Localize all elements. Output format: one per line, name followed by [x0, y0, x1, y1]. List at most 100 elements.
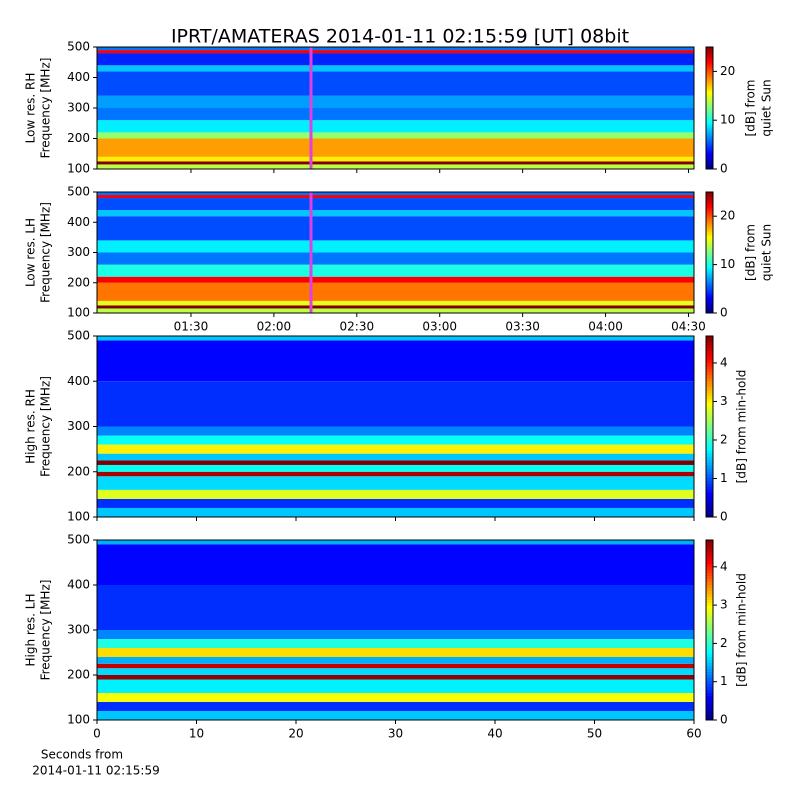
- heat-band: [97, 156, 694, 162]
- colorbar-cell: [706, 564, 713, 568]
- heat-band: [97, 464, 694, 472]
- colorbar-cell: [706, 53, 713, 56]
- colorbar-cell: [706, 85, 713, 89]
- colorbar-cell: [706, 77, 713, 81]
- colorbar-cell: [706, 390, 713, 394]
- colorbar-cell: [706, 134, 713, 137]
- colorbar-cell: [706, 284, 713, 288]
- colorbar-cell: [706, 459, 713, 464]
- colorbar-cell: [706, 690, 713, 694]
- y-tick-label: 500: [67, 533, 90, 547]
- colorbar-cell: [706, 576, 713, 580]
- heat-band: [97, 264, 694, 277]
- colorbar-cell: [706, 75, 713, 78]
- colorbar-cell: [706, 669, 713, 673]
- colorbar-tick-label: 2: [720, 636, 728, 650]
- colorbar-cell: [706, 260, 713, 264]
- colorbar-cell: [706, 363, 713, 367]
- colorbar-cell: [706, 387, 713, 391]
- y-tick-label: 200: [67, 464, 90, 478]
- colorbar-cell: [706, 627, 713, 631]
- colorbar-cell: [706, 678, 713, 682]
- colorbar-cell: [706, 633, 713, 637]
- colorbar-tick-label: 1: [720, 471, 728, 485]
- colorbar-cell: [706, 702, 713, 706]
- colorbar-cell: [706, 561, 713, 565]
- colorbar-cell: [706, 381, 713, 385]
- colorbar-cell: [706, 47, 713, 50]
- colorbar-cell: [706, 621, 713, 625]
- heat-band: [97, 305, 694, 309]
- heat-band: [97, 53, 694, 66]
- colorbar-cell: [706, 672, 713, 676]
- y-tick-label: 100: [67, 713, 90, 727]
- heat-band: [97, 65, 694, 72]
- colorbar-cell: [706, 438, 713, 443]
- y-tick-label: 200: [67, 668, 90, 682]
- colorbar-cell: [706, 122, 713, 125]
- colorbar-cell: [706, 103, 713, 107]
- heat-band: [97, 252, 694, 265]
- colorbar-cell: [706, 101, 713, 105]
- colorbar-cell: [706, 294, 713, 298]
- y-axis-label: High res. LH: [24, 593, 38, 666]
- colorbar-cell: [706, 588, 713, 592]
- colorbar-cell: [706, 420, 713, 424]
- colorbar-cell: [706, 105, 713, 109]
- colorbar-cell: [706, 609, 713, 613]
- colorbar-cell: [706, 369, 713, 373]
- colorbar-cell: [706, 603, 713, 607]
- colorbar-cell: [706, 378, 713, 382]
- colorbar-cell: [706, 432, 713, 437]
- colorbar-cell: [706, 256, 713, 260]
- heat-band: [97, 648, 694, 657]
- y-tick-label: 500: [67, 185, 90, 199]
- colorbar-cell: [706, 67, 713, 70]
- colorbar-cell: [706, 162, 713, 166]
- colorbar-cell: [706, 69, 713, 72]
- x-tick-label: 60: [686, 727, 701, 741]
- heat-band: [97, 675, 694, 680]
- heat-band: [97, 340, 694, 382]
- colorbar-cell: [706, 306, 713, 310]
- colorbar-cell: [706, 549, 713, 553]
- colorbar-cell: [706, 597, 713, 601]
- colorbar-cell: [706, 81, 713, 85]
- colorbar-cell: [706, 660, 713, 664]
- colorbar-tick-label: 0: [720, 713, 728, 727]
- colorbar-cell: [706, 600, 713, 604]
- colorbar-cell: [706, 238, 713, 241]
- colorbar-tick-label: 2: [720, 432, 728, 446]
- colorbar-cell: [706, 498, 713, 503]
- colorbar-cell: [706, 192, 713, 195]
- colorbar-cell: [706, 246, 713, 249]
- colorbar-cell: [706, 63, 713, 66]
- colorbar-cell: [706, 234, 713, 237]
- y-tick-label: 100: [67, 510, 90, 524]
- colorbar-cell: [706, 79, 713, 83]
- heat-band: [97, 435, 694, 445]
- colorbar-cell: [706, 717, 713, 721]
- colorbar-cell: [706, 262, 713, 266]
- colorbar-cell: [706, 220, 713, 223]
- colorbar-cell: [706, 83, 713, 87]
- colorbar-cell: [706, 435, 713, 440]
- heat-band: [97, 47, 694, 51]
- colorbar-cell: [706, 97, 713, 101]
- colorbar-cell: [706, 152, 713, 156]
- colorbar-cell: [706, 108, 713, 111]
- heat-band: [97, 471, 694, 477]
- colorbar-cell: [706, 624, 713, 628]
- colorbar-cell: [706, 228, 713, 231]
- colorbar-tick-label: 0: [720, 162, 728, 176]
- colorbar-label: quiet Sun: [760, 224, 774, 281]
- colorbar-cell: [706, 276, 713, 280]
- colorbar-cell: [706, 453, 713, 458]
- y-tick-label: 200: [67, 275, 90, 289]
- colorbar-cell: [706, 242, 713, 245]
- colorbar-tick-label: 3: [720, 598, 728, 612]
- colorbar-cell: [706, 310, 713, 314]
- colorbar-cell: [706, 540, 713, 544]
- chart-title: IPRT/AMATERAS 2014-01-11 02:15:59 [UT] 0…: [171, 26, 629, 48]
- colorbar-cell: [706, 408, 713, 412]
